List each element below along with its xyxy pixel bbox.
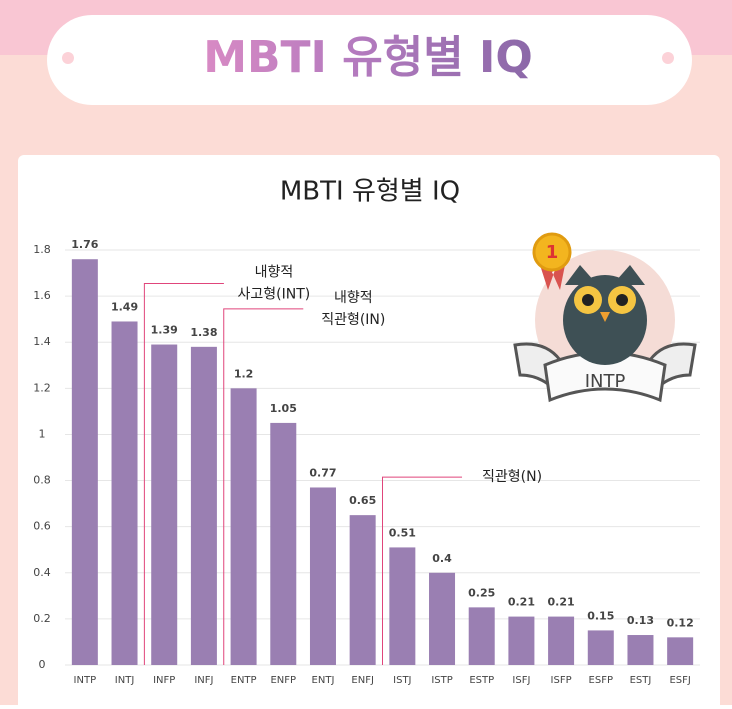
bar <box>429 572 456 665</box>
x-tick-label: ISFP <box>551 675 572 686</box>
y-tick-label: 0.8 <box>33 474 51 487</box>
x-tick-label: ENFP <box>270 675 296 686</box>
y-tick-label: 1.2 <box>33 381 51 394</box>
value-label: 0.4 <box>432 552 452 565</box>
value-label: 1.39 <box>151 324 178 337</box>
badge-label: INTP <box>585 371 626 392</box>
annotation-text: 직관형(N) <box>482 469 542 485</box>
x-tick-label: ISFJ <box>512 675 530 686</box>
annotation-line <box>382 476 463 665</box>
value-label: 0.65 <box>349 494 376 507</box>
value-label: 1.76 <box>71 238 98 251</box>
bar <box>349 515 376 665</box>
medal-ribbon <box>540 265 565 290</box>
value-label: 0.77 <box>309 466 336 479</box>
value-label: 1.38 <box>190 326 217 339</box>
value-label: 0.25 <box>468 586 495 599</box>
owl-beak <box>600 312 610 322</box>
annotation-text: 직관형(IN) <box>321 312 385 328</box>
bar <box>548 616 575 665</box>
bar <box>468 607 495 665</box>
x-tick-label: ISTJ <box>393 675 411 686</box>
dot <box>62 52 74 64</box>
dot <box>662 52 674 64</box>
y-tick-label: 1 <box>39 427 46 440</box>
x-tick-label: INFP <box>153 675 175 686</box>
value-label: 0.21 <box>508 596 535 609</box>
owl-ears <box>565 265 645 285</box>
value-label: 0.21 <box>548 596 575 609</box>
x-tick-label: ENTJ <box>312 675 335 686</box>
annotation-line <box>143 282 224 665</box>
value-label: 0.13 <box>627 614 654 627</box>
x-tick-label: INTP <box>74 675 97 686</box>
owl-pupil <box>616 294 628 306</box>
bar <box>151 344 178 665</box>
value-label: 1.05 <box>270 402 297 415</box>
owl-pupil <box>582 294 594 306</box>
bar <box>71 259 98 665</box>
bar <box>190 346 217 665</box>
annotation-text: 내향적 <box>334 290 373 306</box>
bar <box>230 388 257 665</box>
banner-title: MBTI 유형별 IQ <box>203 32 533 83</box>
badge: 1 INTP <box>513 232 697 403</box>
bar <box>309 487 336 665</box>
y-tick-label: 1.8 <box>33 243 51 256</box>
bar <box>111 321 138 665</box>
bar <box>270 422 297 665</box>
bar <box>508 616 535 665</box>
value-label: 0.15 <box>587 609 614 622</box>
y-tick-label: 0 <box>39 658 46 671</box>
title-banner <box>47 15 692 105</box>
x-tick-label: ESTP <box>469 675 494 686</box>
annotation-text: 내향적 <box>255 264 294 280</box>
x-tick-label: ENTP <box>231 675 257 686</box>
value-label: 1.49 <box>111 300 138 313</box>
y-tick-label: 1.4 <box>33 335 51 348</box>
y-tick-label: 0.6 <box>33 520 51 533</box>
bar <box>587 630 614 665</box>
x-tick-label: INTJ <box>115 675 135 686</box>
y-tick-label: 0.4 <box>33 566 51 579</box>
x-tick-label: ISTP <box>431 675 452 686</box>
bar <box>627 635 654 665</box>
x-tick-label: INFJ <box>194 675 213 686</box>
bar <box>667 637 694 665</box>
medal-rank: 1 <box>546 242 559 263</box>
annotation-line <box>223 308 304 665</box>
value-label: 0.51 <box>389 526 416 539</box>
x-tick-label: ESFP <box>589 675 613 686</box>
y-tick-label: 0.2 <box>33 612 51 625</box>
medal <box>532 232 572 272</box>
x-tick-label: ESTJ <box>630 675 652 686</box>
y-tick-label: 1.6 <box>33 289 51 302</box>
x-tick-label: ESFJ <box>669 675 690 686</box>
chart-title: MBTI 유형별 IQ <box>280 177 460 207</box>
bar <box>389 547 416 665</box>
value-label: 0.12 <box>667 616 694 629</box>
value-label: 1.2 <box>234 367 254 380</box>
x-tick-label: ENFJ <box>351 675 374 686</box>
annotation-text: 사고형(INT) <box>238 286 311 302</box>
